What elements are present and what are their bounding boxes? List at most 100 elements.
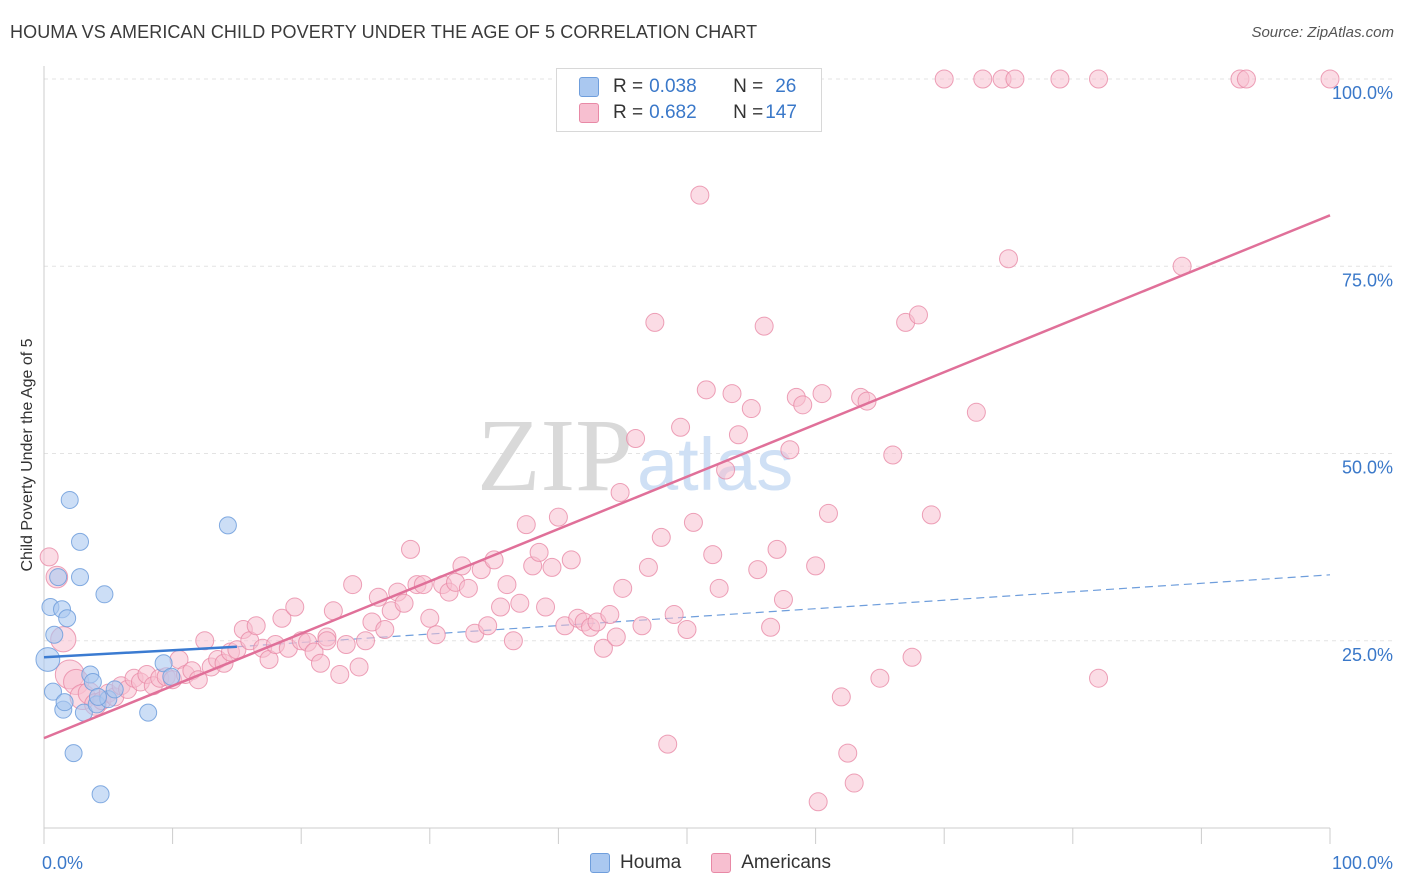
americans-point [317, 631, 337, 651]
legend-item-americans[interactable]: Americans [711, 852, 831, 874]
americans-point [336, 634, 356, 654]
americans-point [966, 402, 986, 422]
houma-point [49, 568, 68, 587]
legend-swatch-houma [590, 853, 610, 873]
americans-point [401, 539, 421, 559]
americans-point [696, 380, 716, 400]
americans-point [908, 305, 928, 325]
americans-point [748, 560, 768, 580]
americans-point [645, 312, 665, 332]
americans-point [709, 578, 729, 598]
houma-point [91, 785, 110, 804]
houma-point [45, 625, 64, 644]
americans-point [610, 482, 630, 502]
americans-point [497, 575, 517, 595]
trend-lines-dashed [236, 574, 1331, 648]
americans-point [761, 617, 781, 637]
y-tick-label: 100.0% [1332, 83, 1393, 103]
americans-trend-line [43, 214, 1331, 740]
americans-point [39, 547, 59, 567]
legend-label-americans: Americans [741, 852, 831, 873]
americans-point [600, 605, 620, 625]
legend-r-label: R = [613, 76, 644, 97]
x-tick-label: 100.0% [1332, 853, 1393, 873]
americans-point [632, 616, 652, 636]
americans-point [812, 384, 832, 404]
americans-point [728, 425, 748, 445]
americans-point [773, 590, 793, 610]
americans-point [808, 792, 828, 812]
americans-point [741, 399, 761, 419]
americans-point [491, 597, 511, 617]
houma-points [35, 490, 237, 804]
americans-point [561, 550, 581, 570]
americans-point [1320, 69, 1340, 89]
americans-point [1089, 668, 1109, 688]
americans-point [516, 515, 536, 535]
y-tick-label: 25.0% [1342, 645, 1393, 665]
legend-row-houma: R = 0.038 N = 26 [579, 74, 796, 100]
houma-point [55, 693, 74, 712]
houma-point [139, 703, 158, 722]
americans-point [285, 597, 305, 617]
americans-point [658, 734, 678, 754]
houma-trend-dashed [236, 574, 1331, 648]
houma-point [218, 516, 237, 535]
americans-point [921, 505, 941, 525]
americans-point [458, 578, 478, 598]
x-tick-label: 0.0% [42, 853, 83, 873]
americans-point [343, 575, 363, 595]
legend-swatch-houma [579, 77, 599, 97]
americans-point [664, 605, 684, 625]
legend-n-value: 147 [765, 102, 797, 123]
americans-point [806, 556, 826, 576]
americans-point [375, 620, 395, 640]
americans-point [831, 687, 851, 707]
watermark: ZIP atlas [477, 398, 793, 513]
y-tick-label: 75.0% [1342, 270, 1393, 290]
americans-point [883, 445, 903, 465]
trend-lines-solid [43, 214, 1331, 740]
americans-point [246, 616, 266, 636]
americans-point [356, 631, 375, 651]
houma-point [35, 647, 61, 672]
legend-swatch-americans [579, 103, 599, 123]
americans-point [671, 417, 691, 437]
americans-point [420, 608, 440, 628]
americans-point [626, 429, 646, 449]
source-credit: Source: ZipAtlas.com [1251, 24, 1394, 41]
americans-point [754, 316, 774, 336]
americans-point [310, 653, 330, 673]
houma-trend-line [43, 645, 237, 659]
americans-point [690, 185, 710, 205]
legend-r-label: R = [613, 102, 644, 123]
americans-point [593, 638, 613, 658]
americans-point [195, 631, 215, 651]
americans-point [870, 668, 890, 688]
tick-labels: 25.0% 50.0% 75.0% 100.0% 0.0% 100.0% [42, 83, 1393, 873]
americans-point [973, 69, 993, 89]
americans-point [330, 664, 350, 684]
americans-point [703, 545, 723, 565]
houma-point [83, 672, 102, 691]
americans-point [1236, 69, 1256, 89]
americans-point [536, 597, 556, 617]
chart-title: HOUMA VS AMERICAN CHILD POVERTY UNDER TH… [10, 22, 758, 42]
americans-point [272, 608, 292, 628]
houma-point [60, 490, 79, 509]
americans-point [542, 557, 562, 577]
americans-point [529, 542, 549, 562]
americans-point [844, 773, 864, 793]
americans-point [683, 512, 703, 532]
americans-point [503, 631, 523, 651]
americans-point [902, 647, 922, 667]
houma-point [44, 682, 63, 701]
americans-point [426, 625, 446, 645]
watermark-zip: ZIP [477, 398, 633, 513]
americans-point [818, 503, 838, 523]
houma-point [71, 532, 90, 551]
americans-point [999, 249, 1018, 269]
legend-item-houma[interactable]: Houma [590, 852, 681, 874]
axes [43, 66, 1331, 844]
